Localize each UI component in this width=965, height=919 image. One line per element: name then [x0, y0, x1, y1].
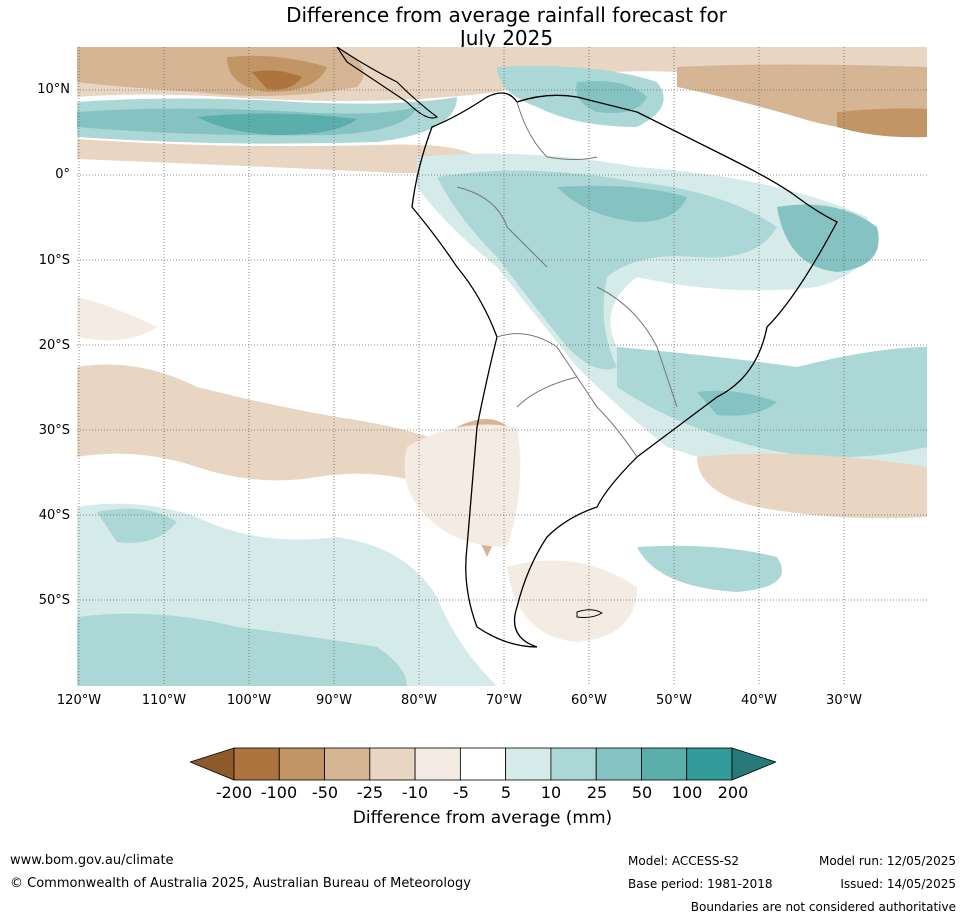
colorbar-tick-label: 10 [540, 783, 562, 802]
lat-label-50s: 50°S [38, 593, 70, 608]
colorbar-tick-label: -200 [215, 783, 253, 802]
dry-core-atlantic [837, 108, 927, 138]
map-graticule [77, 47, 927, 686]
colorbar-bin [550, 747, 597, 781]
colorbar-tick-label: 5 [500, 783, 512, 802]
dry-patagonia [507, 560, 637, 642]
wet-caribbean-core [576, 81, 647, 113]
colorbar-bin [369, 747, 416, 781]
dry-core-north-3 [252, 70, 302, 90]
colorbar-bin [641, 747, 688, 781]
rainfall-map [77, 47, 927, 686]
colorbar-below-min-triangle [190, 747, 235, 781]
colorbar-bin [414, 747, 461, 781]
central-america-coastline [336, 47, 439, 119]
colorbar-title: Difference from average (mm) [352, 808, 613, 828]
colorbar-bin [278, 747, 325, 781]
colorbar-tick-label: -50 [311, 783, 339, 802]
lon-label-90w: 90°W [316, 693, 352, 708]
lat-label-10s: 10°S [38, 253, 70, 268]
colorbar-tick-label: 200 [717, 783, 749, 802]
dry-south-pacific [77, 364, 507, 510]
wet-band-itcz-core2 [197, 113, 357, 135]
colorbar-bin [595, 747, 642, 781]
map-title: Difference from average rainfall forecas… [0, 4, 965, 50]
south-america-coastline [411, 92, 838, 648]
dry-south-pacific-2 [77, 297, 157, 341]
map-title-line1: Difference from average rainfall forecas… [286, 3, 727, 27]
colorbar-bin [459, 747, 507, 781]
lon-label-60w: 60°W [571, 693, 607, 708]
lon-label-50w: 50°W [656, 693, 692, 708]
colorbar-above-max-triangle [731, 747, 776, 781]
colorbar-bin [686, 747, 733, 781]
colorbar-tick-label: -100 [260, 783, 298, 802]
lon-label-70w: 70°W [486, 693, 522, 708]
colorbar-tick-label: -25 [356, 783, 384, 802]
colorbar-tick-label: 25 [586, 783, 608, 802]
falkland-islands [576, 609, 603, 618]
wet-south-atlantic-50s [637, 545, 782, 592]
lat-label-30s: 30°S [38, 423, 70, 438]
wet-amazon-mid [437, 170, 777, 370]
country-borders [456, 101, 678, 458]
lon-label-30w: 30°W [826, 693, 862, 708]
colorbar-bin [324, 747, 371, 781]
footer-model: Model: ACCESS-S2 [628, 854, 740, 868]
footer-copyright: © Commonwealth of Australia 2025, Austra… [10, 876, 471, 891]
colorbar-tick-label: 100 [671, 783, 703, 802]
dry-strip-eq [77, 139, 477, 173]
colorbar-tick-label: 50 [631, 783, 653, 802]
colorbar-bins [233, 747, 733, 781]
lat-label-40s: 40°S [38, 508, 70, 523]
lon-label-100w: 100°W [226, 693, 272, 708]
colorbar-tick-label: -5 [453, 783, 469, 802]
lon-label-40w: 40°W [741, 693, 777, 708]
colorbar-bin [233, 747, 280, 781]
wet-southern-core [77, 613, 407, 686]
lat-label-10n: 10°N [37, 82, 70, 97]
dry-south-atlantic-40s [697, 453, 927, 519]
lat-label-20s: 20°S [38, 338, 70, 353]
dry-chile-wide [404, 424, 521, 547]
colorbar-legend [190, 747, 776, 781]
colorbar-bin [505, 747, 552, 781]
footer-issued: Issued: 14/05/2025 [840, 877, 956, 891]
footer-base-period: Base period: 1981-2018 [628, 877, 773, 891]
footer-url[interactable]: www.bom.gov.au/climate [10, 853, 174, 868]
lat-label-0: 0° [55, 167, 70, 182]
footer-model-run: Model run: 12/05/2025 [818, 854, 956, 868]
colorbar-tick-label: -10 [401, 783, 429, 802]
lon-label-110w: 110°W [141, 693, 187, 708]
lon-label-120w: 120°W [56, 693, 102, 708]
map-title-line2: July 2025 [459, 26, 554, 50]
lon-label-80w: 80°W [401, 693, 437, 708]
wet-southern-core2 [97, 508, 177, 543]
footer-disclaimer: Boundaries are not considered authoritat… [690, 900, 956, 914]
wet-amazon-core [557, 185, 687, 222]
